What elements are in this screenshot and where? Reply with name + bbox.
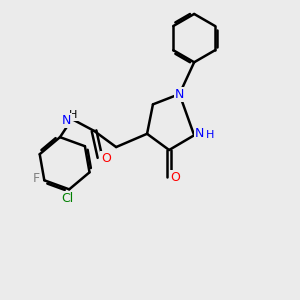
Text: N: N — [175, 88, 184, 100]
Text: H: H — [206, 130, 214, 140]
Text: F: F — [32, 172, 40, 185]
Text: H: H — [69, 110, 78, 120]
Text: N: N — [62, 114, 71, 127]
Text: O: O — [171, 172, 181, 184]
Text: Cl: Cl — [61, 192, 74, 205]
Text: O: O — [101, 152, 111, 165]
Text: N: N — [195, 127, 204, 140]
